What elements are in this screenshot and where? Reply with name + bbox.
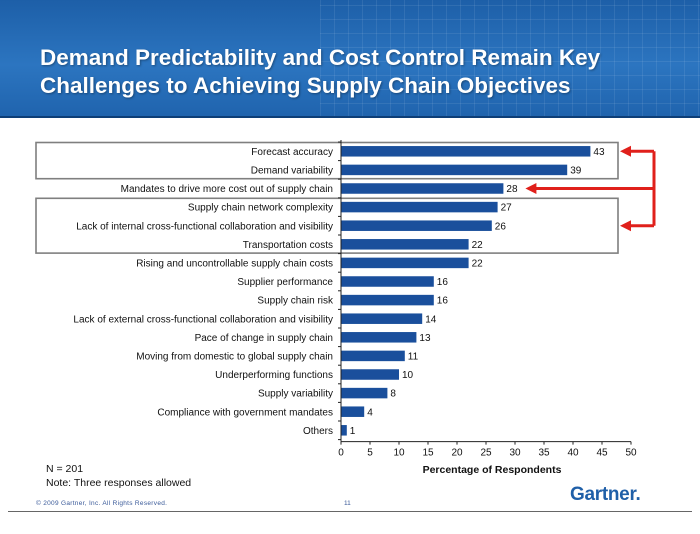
gartner-logo: Gartner. bbox=[570, 484, 641, 506]
x-tick-label: 50 bbox=[625, 448, 637, 459]
bar bbox=[341, 183, 504, 194]
banner-rule bbox=[0, 116, 700, 118]
title-line-1: Demand Predictability and Cost Control R… bbox=[40, 45, 601, 70]
data-label: 16 bbox=[437, 277, 449, 288]
x-tick-label: 15 bbox=[422, 448, 434, 459]
x-axis-title: Percentage of Respondents bbox=[422, 464, 562, 476]
bar bbox=[341, 387, 388, 399]
data-label: 28 bbox=[506, 184, 518, 195]
logo-text: Gartner bbox=[570, 484, 636, 505]
category-label: Others bbox=[303, 426, 333, 437]
data-label: 27 bbox=[501, 203, 513, 214]
bar bbox=[341, 276, 434, 287]
x-tick-label: 0 bbox=[338, 448, 344, 459]
category-label: Pace of change in supply chain bbox=[195, 333, 333, 344]
footer-divider bbox=[8, 511, 692, 512]
arrow-head bbox=[525, 183, 537, 194]
bar bbox=[341, 257, 469, 269]
category-label: Underperforming functions bbox=[215, 370, 333, 381]
data-label: 10 bbox=[402, 370, 414, 381]
logo-dot: . bbox=[635, 484, 641, 505]
bar bbox=[341, 164, 568, 176]
category-label: Compliance with government mandates bbox=[157, 407, 333, 418]
category-label: Supply chain network complexity bbox=[188, 203, 333, 214]
slide-title: Demand Predictability and Cost Control R… bbox=[40, 44, 680, 100]
arrow-head bbox=[620, 145, 631, 157]
data-label: 13 bbox=[419, 333, 431, 344]
category-label: Demand variability bbox=[251, 166, 333, 177]
data-label: 11 bbox=[408, 352, 419, 363]
bar bbox=[341, 294, 434, 306]
bar bbox=[341, 425, 347, 436]
data-label: 16 bbox=[437, 296, 449, 307]
banner-grid-pattern bbox=[320, 0, 700, 118]
sample-size-note: N = 201 bbox=[46, 463, 84, 475]
chart-notes: N = 201 Note: Three responses allowed bbox=[46, 462, 191, 490]
category-label: Supply chain risk bbox=[257, 296, 334, 307]
data-label: 43 bbox=[593, 147, 605, 158]
category-label: Transportation costs bbox=[243, 240, 333, 251]
responses-note: Note: Three responses allowed bbox=[46, 477, 192, 489]
data-label: 1 bbox=[350, 426, 356, 437]
title-banner: Demand Predictability and Cost Control R… bbox=[0, 0, 700, 118]
category-label: Supply variability bbox=[258, 389, 333, 400]
category-label: Supplier performance bbox=[237, 277, 333, 288]
bar bbox=[341, 313, 423, 324]
bar bbox=[341, 201, 498, 213]
copyright-text: © 2009 Gartner, Inc. All Rights Reserved… bbox=[36, 500, 168, 507]
data-label: 39 bbox=[570, 166, 582, 177]
x-tick-label: 45 bbox=[596, 448, 608, 459]
highlight-box-1 bbox=[35, 141, 619, 180]
page-number: 11 bbox=[344, 500, 351, 507]
bar bbox=[341, 350, 405, 362]
x-tick-label: 30 bbox=[509, 448, 521, 459]
x-tick-label: 20 bbox=[451, 448, 463, 459]
x-tick-label: 40 bbox=[567, 448, 579, 459]
bar bbox=[341, 406, 365, 417]
data-label: 22 bbox=[472, 240, 484, 251]
bar bbox=[341, 220, 492, 231]
data-label: 26 bbox=[495, 221, 507, 232]
category-label: Forecast accuracy bbox=[251, 147, 333, 158]
x-tick-label: 35 bbox=[538, 448, 550, 459]
data-label: 8 bbox=[390, 389, 396, 400]
data-label: 4 bbox=[367, 407, 373, 418]
category-label: Rising and uncontrollable supply chain c… bbox=[136, 259, 333, 270]
x-tick-label: 10 bbox=[393, 448, 405, 459]
x-tick-label: 25 bbox=[480, 448, 492, 459]
x-tick-label: 5 bbox=[367, 448, 373, 459]
highlight-box-2 bbox=[35, 197, 619, 254]
arrow-head bbox=[620, 220, 631, 232]
bar bbox=[341, 146, 591, 157]
title-line-2: Challenges to Achieving Supply Chain Obj… bbox=[40, 73, 571, 98]
category-label: Moving from domestic to global supply ch… bbox=[136, 352, 333, 363]
category-label: Mandates to drive more cost out of suppl… bbox=[121, 184, 333, 195]
category-label: Lack of internal cross-functional collab… bbox=[76, 221, 333, 232]
bar bbox=[341, 332, 417, 343]
data-label: 22 bbox=[472, 259, 484, 270]
category-label: Lack of external cross-functional collab… bbox=[73, 314, 333, 325]
data-label: 14 bbox=[425, 314, 437, 325]
bar bbox=[341, 369, 399, 380]
bar bbox=[341, 239, 469, 250]
